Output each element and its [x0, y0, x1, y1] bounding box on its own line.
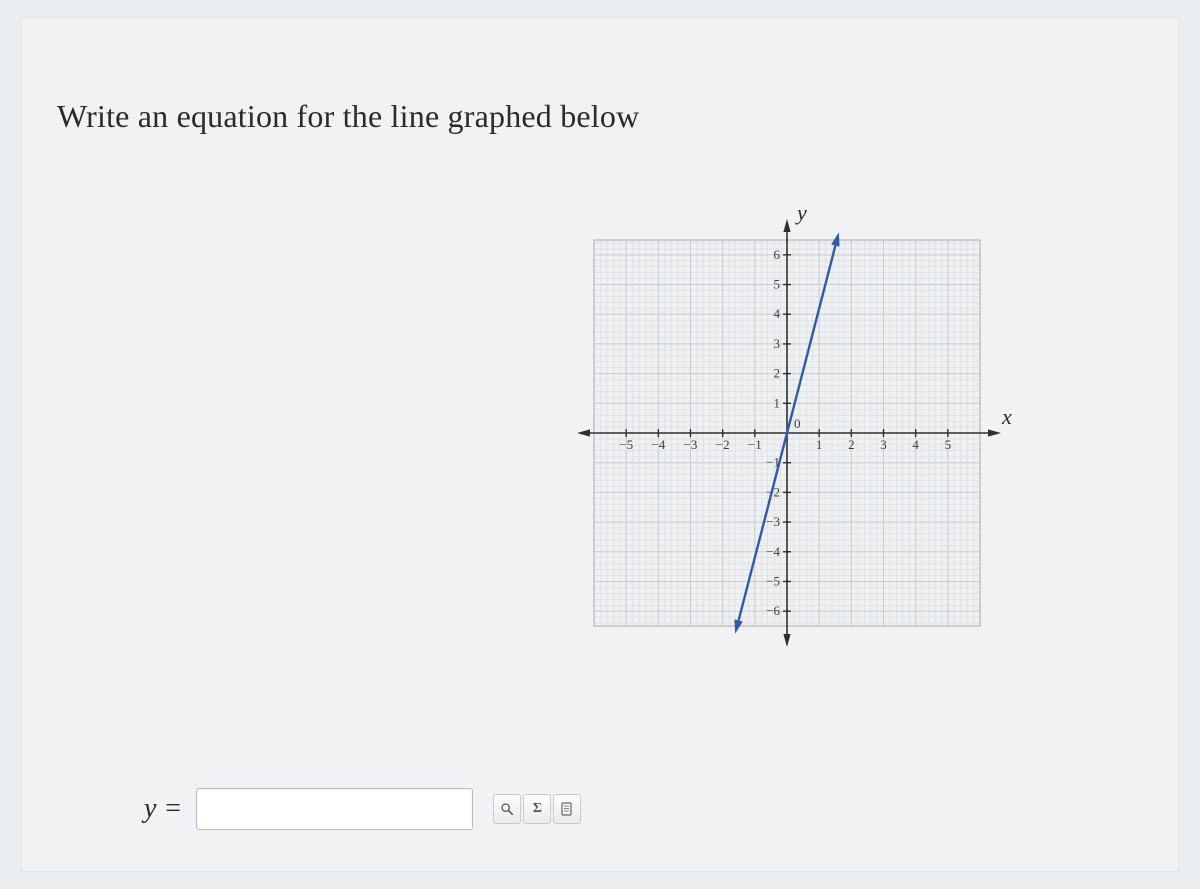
svg-text:−4: −4: [766, 544, 780, 559]
svg-text:3: 3: [880, 437, 887, 452]
question-prompt: Write an equation for the line graphed b…: [57, 98, 639, 135]
svg-text:0: 0: [794, 416, 801, 431]
svg-text:6: 6: [774, 247, 781, 262]
svg-text:−1: −1: [748, 437, 762, 452]
help-button[interactable]: [553, 794, 581, 824]
answer-prefix: y =: [144, 793, 182, 825]
svg-text:2: 2: [848, 437, 855, 452]
svg-text:−3: −3: [684, 437, 698, 452]
svg-text:−5: −5: [619, 437, 633, 452]
magnifier-icon: [500, 802, 514, 816]
svg-text:−2: −2: [716, 437, 730, 452]
input-toolbar: Σ: [493, 794, 581, 824]
svg-text:−3: −3: [766, 514, 780, 529]
coordinate-graph: y x −5−4−3−2−112345−6−5−4−3−2−11234560: [562, 208, 1012, 658]
page-surface: Write an equation for the line graphed b…: [22, 18, 1178, 871]
svg-text:1: 1: [816, 437, 823, 452]
equation-input[interactable]: [196, 788, 473, 830]
svg-text:5: 5: [945, 437, 952, 452]
svg-text:4: 4: [774, 306, 781, 321]
math-symbols-button[interactable]: Σ: [523, 794, 551, 824]
graph-svg: −5−4−3−2−112345−6−5−4−3−2−11234560: [562, 208, 1012, 658]
x-axis-label: x: [1002, 404, 1012, 430]
page-icon: [561, 802, 573, 816]
y-axis-label: y: [797, 200, 807, 226]
svg-text:−4: −4: [651, 437, 665, 452]
svg-text:2: 2: [774, 366, 781, 381]
svg-text:5: 5: [774, 277, 781, 292]
preview-button[interactable]: [493, 794, 521, 824]
svg-text:−6: −6: [766, 603, 780, 618]
svg-text:4: 4: [912, 437, 919, 452]
answer-row: y = Σ: [144, 788, 581, 830]
svg-text:−5: −5: [766, 573, 780, 588]
svg-text:1: 1: [774, 395, 781, 410]
svg-text:3: 3: [774, 336, 781, 351]
sigma-icon: Σ: [533, 801, 542, 817]
